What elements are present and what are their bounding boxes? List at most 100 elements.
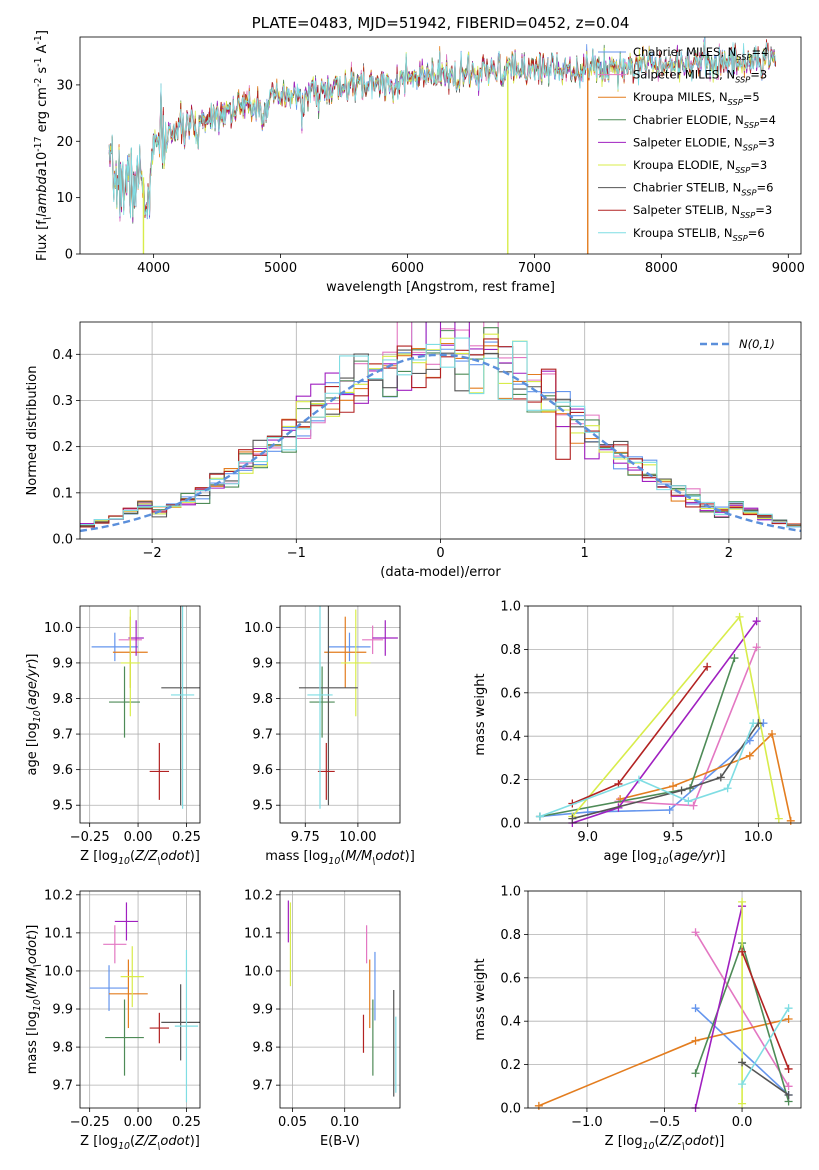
weight-marker (669, 782, 678, 791)
y-tick-label: 0.3 (52, 394, 73, 409)
errorbar-point (149, 742, 170, 800)
weight-series (539, 657, 736, 818)
legend-label: Salpeter STELIB, NSSP=3 (633, 203, 772, 220)
errorbar-point (114, 902, 139, 941)
y-tick-label: 9.8 (252, 692, 273, 707)
x-tick-label: 0.05 (278, 1115, 307, 1130)
weight-marker (730, 654, 739, 663)
axes-frame (79, 890, 201, 1109)
x-tick-label: 7000 (518, 261, 551, 276)
weight-marker (749, 719, 758, 728)
y-axis-label: mass weight (473, 673, 488, 755)
errorbar-point (309, 666, 335, 738)
y-axis-label: age [log10(age/yr)] (25, 653, 43, 775)
weight-series (741, 1007, 790, 1085)
weight-series (741, 1061, 790, 1096)
y-axis-label: Normed distribution (25, 366, 40, 496)
y-tick-label: 9.9 (252, 1003, 273, 1018)
y-axis-label: mass [log10(M/M\odot)] (25, 925, 43, 1075)
weight-series (572, 722, 759, 820)
weight-marker (738, 1058, 747, 1067)
y-tick-label: 9.7 (252, 1079, 273, 1094)
x-tick-label: 9.0 (577, 830, 598, 845)
y-tick-label: 0.2 (52, 440, 73, 455)
x-tick-label: −1.0 (571, 1115, 603, 1130)
axes-frame (79, 605, 201, 824)
y-tick-label: 9.8 (52, 1041, 73, 1056)
weight-series (571, 615, 780, 819)
x-tick-label: 1 (581, 546, 589, 561)
errorbar-point (120, 609, 140, 717)
y-tick-label: 0.6 (500, 971, 521, 986)
y-tick-label: 9.7 (52, 728, 73, 743)
legend-label: Chabrier STELIB, NSSP=6 (633, 181, 773, 198)
weight-marker (738, 1080, 747, 1089)
y-tick-label: 0.8 (500, 643, 521, 658)
y-tick-label: 10.2 (244, 888, 273, 903)
x-axis-label: Z [log10(Z/Z\odot)] (605, 1134, 725, 1152)
errorbar-point (328, 632, 371, 662)
y-tick-label: 0.4 (500, 1015, 521, 1030)
legend: Chabrier MILES, NSSP=4 Salpeter MILES, NS… (598, 45, 776, 243)
y-tick-label: 0.0 (500, 817, 521, 832)
weight-marker (745, 751, 754, 760)
errorbar-point (128, 620, 144, 656)
y-tick-label: 9.6 (52, 763, 73, 778)
weight-marker (665, 805, 674, 814)
normal-curve (79, 353, 802, 533)
errorbar-point (89, 965, 129, 1011)
y-tick-label: 0.8 (500, 928, 521, 943)
x-tick-label: 0.25 (172, 830, 201, 845)
spectrum-axes: 4000 5000 6000 7000 8000 9000 0 10 20 30 wavelengt… (33, 30, 805, 295)
weight-marker (691, 1004, 700, 1013)
y-tick-label: 9.9 (52, 1003, 73, 1018)
x-axis-label: mass [log10(M/M\odot)] (265, 849, 415, 867)
y-tick-label: 9.5 (52, 799, 73, 814)
errorbar-point (109, 959, 148, 1029)
x-tick-label: 10.0 (744, 830, 773, 845)
legend-label: Chabrier ELODIE, NSSP=4 (633, 113, 776, 130)
x-tick-label: 9.5 (663, 830, 684, 845)
errorbar-point (109, 666, 140, 738)
age-vs-mass-axes: 9.75 10.00 9.5 9.6 9.7 9.8 9.9 10.0 mass [log10(… (244, 606, 415, 867)
x-tick-label: 6000 (391, 261, 424, 276)
weight-marker (752, 643, 761, 652)
weight-marker (677, 786, 686, 795)
x-tick-label: 0.10 (330, 1115, 359, 1130)
weight-marker (767, 730, 776, 739)
x-tick-label: 8000 (645, 261, 678, 276)
weight-marker (723, 784, 732, 793)
x-tick-label: 0.00 (124, 830, 153, 845)
spectrum-series (108, 37, 776, 219)
errorbar-point (307, 606, 333, 809)
errorbar-point (298, 606, 358, 806)
errorbar-point (91, 632, 139, 662)
axes-frame (527, 605, 802, 824)
x-tick-label: 4000 (137, 261, 170, 276)
errorbar-point (103, 925, 127, 964)
y-tick-label: 9.9 (52, 656, 73, 671)
weight-marker (784, 1064, 793, 1073)
x-tick-label: 9.75 (291, 830, 320, 845)
y-axis-label: mass weight (473, 958, 488, 1040)
x-tick-label: −0.25 (70, 830, 110, 845)
weight-marker (738, 897, 747, 906)
weight-marker (774, 814, 783, 823)
errorbar-point (362, 625, 384, 655)
legend-label: Kroupa ELODIE, NSSP=3 (633, 158, 767, 175)
legend-label: Salpeter MILES, NSSP=3 (633, 68, 767, 85)
axes-frame (279, 605, 401, 824)
axes-frame (527, 890, 802, 1109)
x-axis-label: E(B-V) (320, 1134, 360, 1149)
errorbar-point (105, 999, 144, 1076)
age-vs-Z-axes: −0.25 0.00 0.25 9.5 9.6 9.7 9.8 9.9 10.0 Z [log10… (25, 606, 201, 867)
legend-label: Chabrier MILES, NSSP=4 (633, 45, 768, 62)
y-tick-label: 0.0 (52, 533, 73, 548)
weight-series (741, 951, 790, 1070)
weight-marker (634, 775, 643, 784)
weight-marker (784, 1015, 793, 1024)
weight-marker (738, 1099, 747, 1108)
x-tick-label: 10.00 (339, 830, 376, 845)
y-tick-label: 0.2 (500, 773, 521, 788)
